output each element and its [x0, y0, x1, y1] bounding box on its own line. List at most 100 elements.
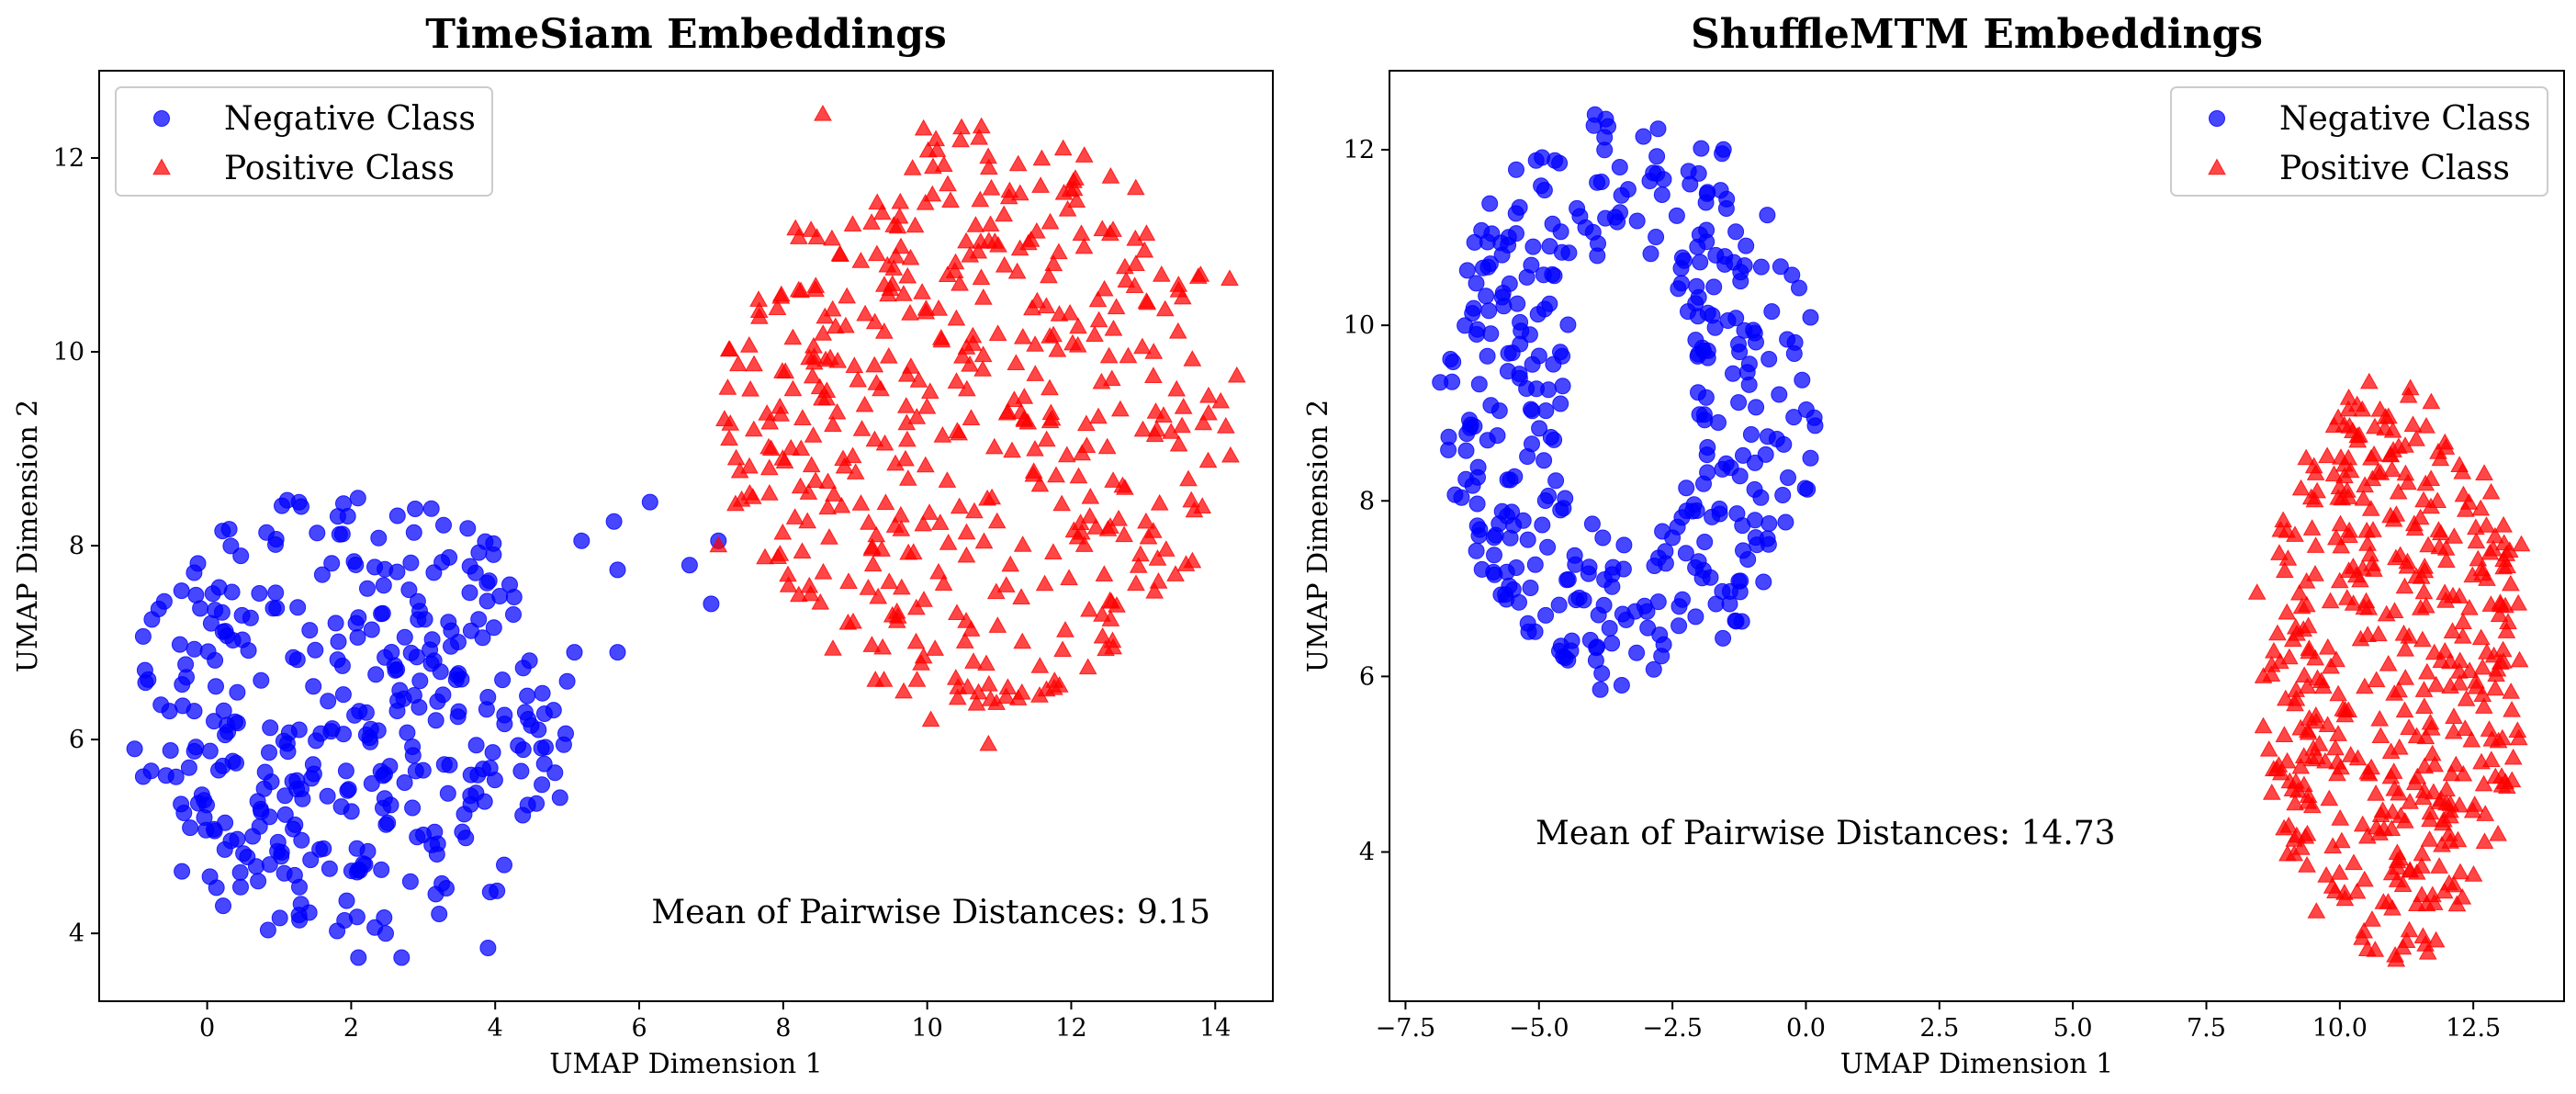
negative-class-point	[287, 816, 304, 833]
positive-class-point	[1152, 265, 1171, 282]
positive-class-point	[2347, 882, 2367, 899]
positive-class-point	[962, 409, 981, 425]
negative-class-point	[439, 784, 456, 802]
negative-class-point	[1432, 374, 1449, 391]
negative-class-point	[1805, 409, 1823, 426]
positive-class-point	[2471, 628, 2491, 646]
negative-class-point	[173, 582, 190, 600]
negative-class-point	[409, 829, 426, 846]
negative-class-point	[338, 892, 355, 909]
positive-class-point	[2423, 744, 2442, 761]
positive-class-point	[1199, 386, 1218, 403]
positive-class-point	[2307, 902, 2326, 919]
positive-class-point	[2510, 650, 2529, 668]
negative-class-point	[388, 507, 406, 524]
positive-class-point	[2512, 535, 2531, 552]
x-tick-label: −2.5	[1642, 1014, 1703, 1043]
positive-class-point	[2292, 597, 2312, 615]
negative-class-point	[1774, 487, 1792, 503]
positive-class-point	[2503, 700, 2521, 717]
y-tick-label: 10	[53, 338, 84, 367]
positive-class-point	[995, 205, 1014, 222]
positive-class-point	[779, 576, 798, 592]
negative-class-point	[480, 572, 498, 590]
positive-class-point	[1101, 166, 1120, 184]
negative-class-point	[208, 678, 224, 695]
negative-class-point	[1508, 161, 1524, 178]
negative-class-point	[174, 863, 191, 880]
positive-class-point	[1069, 317, 1087, 334]
negative-class-point	[410, 611, 427, 628]
negative-class-point	[1699, 184, 1716, 201]
positive-class-point	[860, 513, 878, 530]
positive-class-point	[1110, 400, 1130, 417]
negative-class-point	[485, 619, 502, 637]
positive-class-point	[2414, 582, 2434, 600]
positive-class-point	[1086, 518, 1106, 535]
negative-class-point	[566, 644, 583, 661]
positive-class-point	[957, 546, 976, 563]
negative-class-point	[219, 716, 236, 734]
positive-class-point	[2337, 589, 2357, 605]
positive-class-point	[929, 562, 948, 580]
positive-class-point	[789, 280, 808, 298]
positive-class-point	[2371, 463, 2390, 480]
x-tick-label: 8	[775, 1014, 791, 1043]
negative-class-point	[409, 592, 426, 610]
y-tick-label: 6	[1359, 662, 1375, 691]
positive-class-point	[1072, 224, 1091, 241]
positive-class-point	[2384, 441, 2402, 457]
positive-class-point	[903, 159, 922, 175]
negative-class-point	[1653, 186, 1670, 203]
positive-class-point	[730, 461, 749, 479]
negative-class-point	[1725, 365, 1741, 382]
negative-class-point	[1490, 402, 1508, 420]
positive-class-point	[974, 532, 994, 549]
positive-class-point	[2481, 595, 2501, 612]
negative-class-point	[258, 524, 276, 541]
positive-class-point	[1137, 224, 1156, 241]
negative-class-point	[1642, 245, 1659, 263]
positive-class-point	[934, 574, 953, 591]
positive-class-point	[952, 118, 971, 135]
negative-class-point	[534, 776, 551, 794]
negative-class-point	[1468, 326, 1485, 343]
y-tick-label: 8	[1359, 487, 1375, 515]
negative-class-point	[1480, 302, 1498, 320]
negative-class-point	[333, 525, 351, 543]
negative-class-point	[1628, 212, 1646, 230]
positive-class-point	[2254, 667, 2273, 683]
negative-class-point	[434, 686, 452, 704]
positive-class-point	[825, 485, 843, 502]
negative-class-point	[204, 585, 221, 603]
negative-class-point	[362, 720, 379, 738]
negative-class-point	[136, 661, 153, 679]
positive-class-point	[756, 547, 774, 565]
positive-class-point	[2441, 832, 2459, 849]
positive-class-point	[2449, 662, 2469, 679]
positive-class-point	[2302, 519, 2322, 536]
negative-class-point	[251, 585, 268, 602]
positive-class-point	[998, 402, 1018, 419]
negative-class-point	[1509, 295, 1526, 312]
positive-class-point	[1044, 254, 1063, 272]
positive-class-point	[977, 654, 996, 671]
negative-class-point	[1495, 298, 1513, 315]
negative-class-point	[1462, 416, 1479, 434]
positive-class-point	[1127, 254, 1145, 271]
positive-class-point	[2382, 460, 2402, 477]
negative-class-point	[1677, 545, 1694, 562]
positive-class-point	[771, 285, 791, 302]
positive-class-point	[912, 654, 930, 671]
negative-class-point	[202, 615, 219, 632]
negative-class-point	[235, 845, 253, 863]
positive-class-point	[2484, 539, 2503, 557]
negative-class-point	[162, 742, 179, 759]
negative-class-point	[470, 611, 488, 628]
positive-class-point	[1007, 262, 1027, 279]
positive-class-point	[816, 307, 835, 324]
positive-class-point	[988, 324, 1007, 341]
positive-class-point	[2317, 865, 2336, 883]
negative-class-point	[1536, 492, 1554, 509]
positive-class-point	[865, 312, 884, 330]
